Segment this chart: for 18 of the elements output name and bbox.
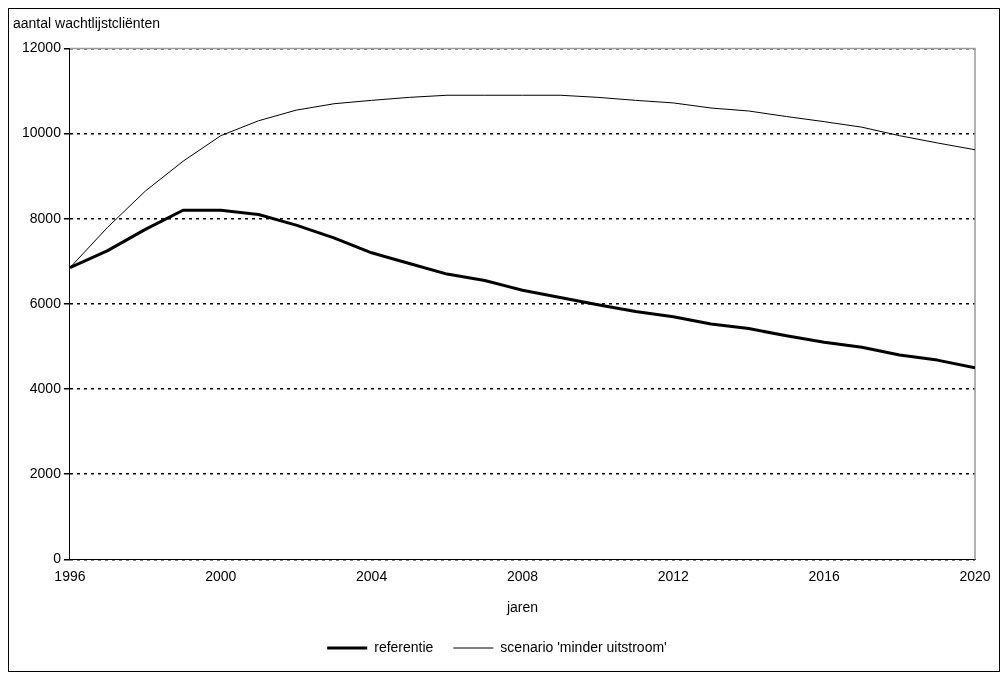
legend-label: scenario 'minder uitstroom' — [500, 638, 667, 655]
x-tick-label: 2020 — [959, 567, 991, 584]
y-tick-label: 0 — [53, 550, 62, 567]
y-tick-label: 10000 — [21, 124, 62, 141]
y-axis-title: aantal wachtlijstcliënten — [13, 15, 161, 31]
x-tick-label: 2008 — [506, 567, 539, 584]
x-tick-label: 2004 — [356, 567, 388, 584]
y-tick-label: 6000 — [29, 294, 62, 311]
x-tick-label: 1996 — [54, 567, 86, 584]
x-axis-title: jaren — [505, 599, 539, 616]
x-tick-label: 2016 — [808, 567, 840, 584]
x-tick-label: 2000 — [205, 567, 237, 584]
y-tick-label: 2000 — [29, 465, 62, 482]
y-tick-label: 12000 — [21, 39, 62, 56]
y-tick-label: 8000 — [29, 209, 62, 226]
x-tick-label: 2012 — [657, 567, 690, 584]
legend-label: referentie — [374, 638, 434, 655]
y-tick-label: 4000 — [29, 379, 62, 396]
